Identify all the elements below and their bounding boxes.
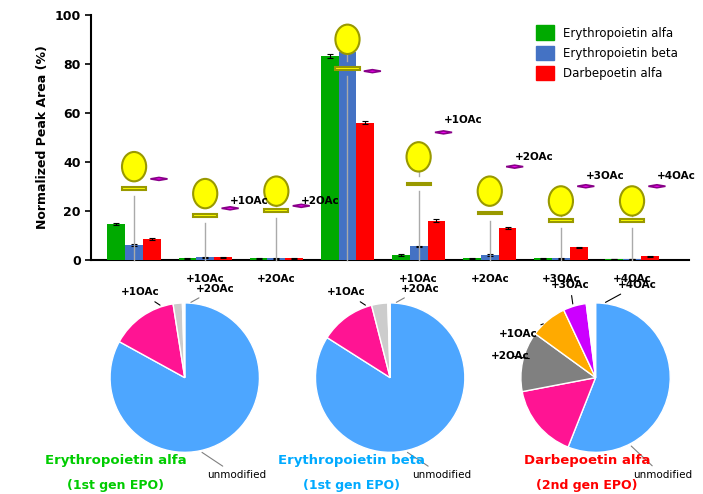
Wedge shape [182, 303, 185, 377]
Ellipse shape [406, 142, 431, 171]
Bar [196, 257, 214, 260]
Bar [427, 220, 445, 260]
Text: Erythropoietin alfa: Erythropoietin alfa [45, 454, 187, 467]
Text: +2OAc: +2OAc [257, 274, 296, 285]
Text: +4OAc: +4OAc [657, 171, 696, 181]
Bar [335, 68, 359, 70]
Text: +1OAc: +1OAc [186, 274, 224, 285]
Text: +4OAc: +4OAc [605, 280, 657, 302]
Wedge shape [522, 377, 595, 447]
Text: +1OAc: +1OAc [498, 324, 543, 338]
Bar [250, 258, 267, 260]
Bar [552, 258, 570, 260]
Bar [356, 123, 374, 260]
Bar [125, 245, 143, 260]
Bar [122, 187, 146, 190]
Polygon shape [150, 177, 167, 180]
Bar [641, 256, 659, 260]
Text: (1st gen EPO): (1st gen EPO) [303, 479, 400, 492]
Text: +2OAc: +2OAc [396, 284, 440, 302]
Wedge shape [327, 305, 390, 377]
Polygon shape [506, 165, 523, 168]
Ellipse shape [620, 186, 644, 216]
Text: +2OAc: +2OAc [470, 274, 509, 285]
Bar [108, 224, 125, 260]
Wedge shape [586, 303, 595, 377]
Bar [214, 257, 232, 260]
Polygon shape [435, 131, 452, 134]
Ellipse shape [264, 176, 288, 206]
Wedge shape [535, 310, 595, 377]
Text: (1st gen EPO): (1st gen EPO) [67, 479, 165, 492]
Text: +2OAc: +2OAc [302, 196, 340, 206]
Wedge shape [521, 334, 595, 392]
Text: +2OAc: +2OAc [191, 284, 235, 302]
Bar [477, 212, 502, 214]
Text: +3OAc: +3OAc [550, 280, 590, 304]
Ellipse shape [549, 186, 573, 216]
Polygon shape [292, 205, 310, 207]
Bar [410, 246, 427, 260]
Text: +3OAc: +3OAc [586, 171, 624, 181]
Bar [264, 209, 288, 212]
Bar [179, 258, 196, 260]
Bar [534, 258, 552, 260]
Polygon shape [221, 207, 238, 210]
Text: unmodified: unmodified [408, 453, 472, 481]
Bar [285, 258, 303, 260]
Text: unmodified: unmodified [631, 446, 692, 481]
Wedge shape [564, 303, 595, 377]
Legend: Erythropoietin alfa, Erythropoietin beta, Darbepoetin alfa: Erythropoietin alfa, Erythropoietin beta… [531, 21, 683, 85]
Wedge shape [316, 303, 465, 453]
Bar [193, 214, 217, 217]
Text: unmodified: unmodified [202, 453, 266, 481]
Text: +1OAc: +1OAc [327, 288, 366, 305]
Bar [406, 183, 431, 185]
Bar [463, 258, 481, 260]
Wedge shape [372, 303, 390, 377]
Bar [267, 258, 285, 260]
Bar [623, 259, 641, 260]
Wedge shape [568, 303, 670, 453]
Text: Erythropoietin beta: Erythropoietin beta [278, 454, 425, 467]
Text: +3OAc: +3OAc [541, 274, 580, 285]
Text: +1OAc: +1OAc [230, 196, 269, 206]
Wedge shape [120, 304, 185, 377]
Ellipse shape [477, 176, 502, 206]
Text: +2OAc: +2OAc [515, 152, 553, 162]
Text: +2OAc: +2OAc [491, 351, 530, 361]
Bar [605, 259, 623, 260]
Y-axis label: Normalized Peak Area (%): Normalized Peak Area (%) [36, 45, 49, 229]
Ellipse shape [122, 152, 146, 181]
Ellipse shape [193, 179, 217, 208]
Text: (2nd gen EPO): (2nd gen EPO) [536, 479, 638, 492]
Wedge shape [388, 303, 390, 377]
Wedge shape [173, 303, 185, 377]
Bar [321, 56, 339, 260]
Bar [570, 247, 588, 260]
Text: +4OAc: +4OAc [612, 274, 652, 285]
Text: Darbepoetin alfa: Darbepoetin alfa [524, 454, 650, 467]
Text: +1OAc: +1OAc [121, 288, 160, 305]
Wedge shape [110, 303, 259, 453]
Bar [392, 255, 410, 260]
Bar [339, 51, 356, 260]
Bar [481, 255, 498, 260]
Text: +1OAc: +1OAc [444, 115, 482, 125]
Text: +1OAc: +1OAc [399, 274, 438, 285]
Bar [549, 219, 573, 222]
Polygon shape [648, 185, 666, 188]
Bar [498, 228, 517, 260]
Ellipse shape [335, 25, 359, 54]
Bar [620, 219, 644, 222]
Bar [143, 239, 161, 260]
Polygon shape [577, 185, 594, 188]
Polygon shape [364, 70, 381, 73]
